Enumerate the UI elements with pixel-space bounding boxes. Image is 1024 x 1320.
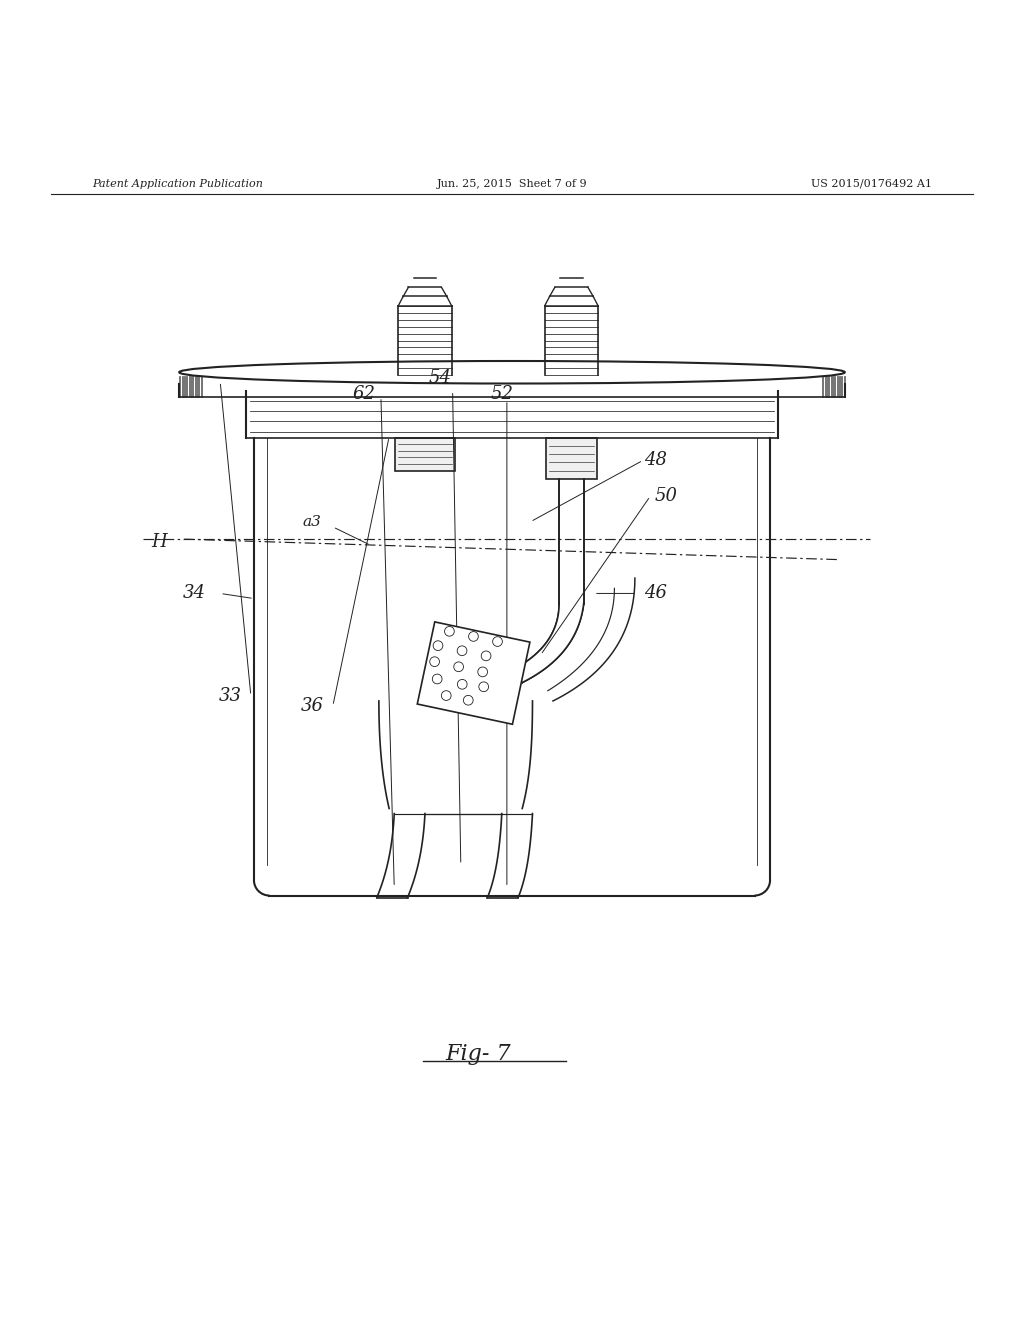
- Text: 54: 54: [429, 370, 452, 387]
- Ellipse shape: [481, 651, 490, 661]
- Text: Jun. 25, 2015  Sheet 7 of 9: Jun. 25, 2015 Sheet 7 of 9: [436, 178, 588, 189]
- Bar: [395, 438, 455, 470]
- Ellipse shape: [464, 696, 473, 705]
- Polygon shape: [502, 603, 584, 682]
- Ellipse shape: [441, 690, 452, 701]
- Text: a3: a3: [303, 515, 322, 529]
- Text: H: H: [151, 533, 167, 552]
- Ellipse shape: [469, 631, 478, 642]
- Text: 48: 48: [644, 451, 667, 470]
- Text: Fig- 7: Fig- 7: [445, 1043, 511, 1065]
- Ellipse shape: [444, 627, 455, 636]
- Ellipse shape: [479, 682, 488, 692]
- Ellipse shape: [432, 675, 442, 684]
- Text: 52: 52: [490, 384, 513, 403]
- Text: 62: 62: [352, 384, 375, 403]
- Text: 50: 50: [654, 487, 677, 506]
- Ellipse shape: [478, 667, 487, 677]
- Ellipse shape: [457, 645, 467, 656]
- Text: 34: 34: [183, 585, 206, 602]
- Ellipse shape: [458, 680, 467, 689]
- Text: 36: 36: [301, 697, 324, 715]
- Ellipse shape: [433, 640, 442, 651]
- Text: 33: 33: [219, 686, 242, 705]
- Ellipse shape: [454, 661, 464, 672]
- Bar: [418, 622, 529, 725]
- Bar: [546, 438, 597, 479]
- Text: Patent Application Publication: Patent Application Publication: [92, 178, 263, 189]
- Ellipse shape: [430, 657, 439, 667]
- Text: US 2015/0176492 A1: US 2015/0176492 A1: [811, 178, 932, 189]
- Ellipse shape: [493, 636, 503, 647]
- Text: 46: 46: [644, 585, 667, 602]
